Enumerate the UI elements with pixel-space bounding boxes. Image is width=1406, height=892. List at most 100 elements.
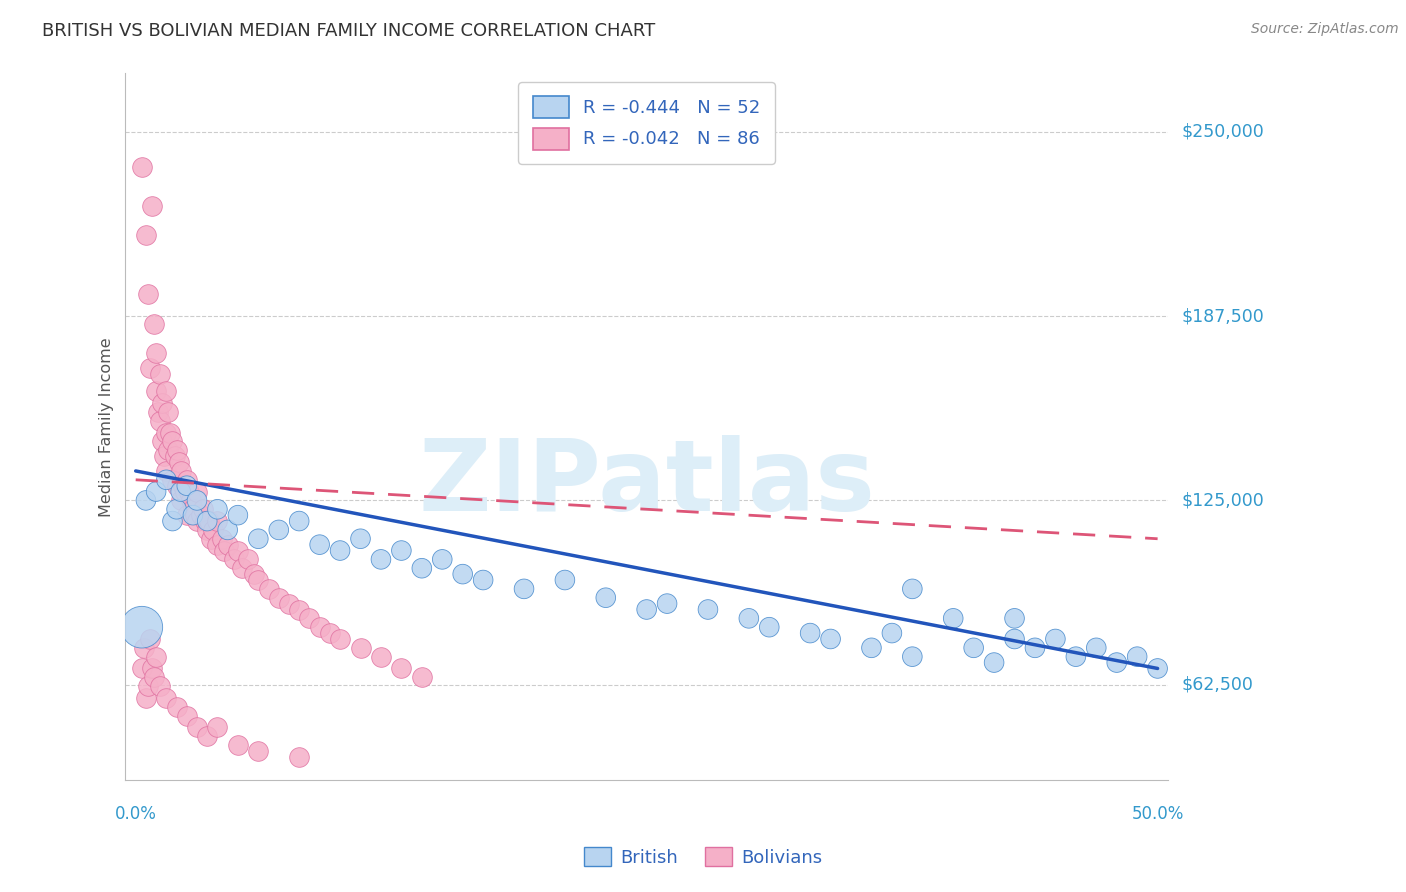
Point (1024, 640, 1046, 655)
Point (135, 690, 157, 705)
Point (236, 552, 259, 566)
Point (1004, 632, 1026, 646)
Point (222, 552, 245, 566)
Point (155, 384, 177, 399)
Point (451, 567, 474, 582)
Point (166, 478, 188, 492)
Point (212, 543, 235, 558)
Text: BRITISH VS BOLIVIAN MEDIAN FAMILY INCOME CORRELATION CHART: BRITISH VS BOLIVIAN MEDIAN FAMILY INCOME… (42, 22, 655, 40)
Point (135, 493, 157, 508)
Legend: R = -0.444   N = 52, R = -0.042   N = 86: R = -0.444 N = 52, R = -0.042 N = 86 (519, 82, 775, 164)
Point (155, 690, 177, 705)
Point (983, 656, 1005, 670)
Point (349, 640, 371, 655)
Point (149, 367, 172, 381)
Point (190, 508, 212, 523)
Point (655, 597, 678, 611)
Point (153, 449, 176, 463)
Point (157, 405, 180, 419)
Point (267, 591, 290, 605)
Point (595, 591, 617, 605)
Y-axis label: Median Family Income: Median Family Income (100, 337, 114, 516)
Point (329, 543, 352, 558)
Point (186, 484, 208, 499)
Point (139, 360, 162, 375)
Point (636, 602, 658, 616)
Point (136, 679, 159, 693)
Point (207, 538, 229, 552)
Point (135, 228, 157, 243)
Point (163, 449, 186, 463)
Point (298, 611, 321, 625)
Point (195, 523, 218, 537)
Point (162, 514, 184, 528)
Point (901, 649, 924, 664)
Point (1064, 649, 1087, 664)
Point (181, 502, 204, 516)
Point (141, 199, 163, 213)
Point (141, 661, 163, 675)
Point (157, 443, 180, 458)
Point (139, 632, 162, 646)
Text: 50.0%: 50.0% (1132, 805, 1184, 823)
Point (226, 508, 249, 523)
Point (145, 649, 167, 664)
Point (145, 384, 167, 399)
Point (411, 561, 433, 575)
Point (308, 538, 330, 552)
Point (194, 514, 217, 528)
Point (942, 611, 965, 625)
Point (149, 679, 172, 693)
Point (963, 640, 986, 655)
Point (143, 670, 166, 684)
Point (554, 573, 576, 587)
Point (217, 523, 239, 537)
Text: $187,500: $187,500 (1181, 307, 1264, 326)
Point (159, 425, 181, 440)
Point (1146, 661, 1168, 675)
Point (176, 708, 198, 723)
Point (1105, 656, 1128, 670)
Point (169, 484, 191, 499)
Point (217, 538, 239, 552)
Point (176, 508, 198, 523)
Point (186, 514, 208, 528)
Point (432, 552, 454, 566)
Point (131, 161, 153, 175)
Point (173, 484, 195, 499)
Legend: British, Bolivians: British, Bolivians (576, 840, 830, 874)
Point (207, 720, 229, 734)
Point (226, 738, 249, 752)
Point (257, 582, 280, 596)
Point (180, 493, 202, 508)
Point (1126, 649, 1149, 664)
Point (169, 493, 191, 508)
Point (191, 502, 214, 516)
Point (349, 532, 371, 546)
Point (758, 620, 780, 634)
Point (136, 287, 159, 301)
Point (155, 473, 177, 487)
Point (146, 405, 169, 419)
Point (207, 514, 229, 528)
Point (184, 508, 207, 523)
Text: 0.0%: 0.0% (115, 805, 156, 823)
Point (155, 464, 177, 478)
Text: $250,000: $250,000 (1181, 123, 1264, 141)
Point (319, 626, 342, 640)
Point (131, 620, 153, 634)
Point (200, 532, 222, 546)
Point (195, 514, 218, 528)
Point (472, 573, 495, 587)
Point (389, 661, 412, 675)
Point (207, 502, 229, 516)
Point (820, 632, 842, 646)
Point (162, 434, 184, 449)
Point (166, 699, 188, 714)
Point (162, 473, 184, 487)
Point (288, 750, 311, 764)
Point (186, 720, 208, 734)
Text: ZIPatlas: ZIPatlas (418, 434, 875, 532)
Text: $62,500: $62,500 (1181, 675, 1254, 694)
Point (880, 626, 903, 640)
